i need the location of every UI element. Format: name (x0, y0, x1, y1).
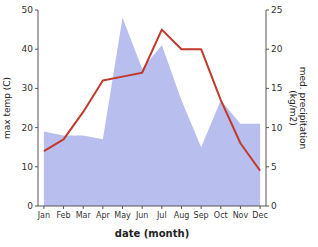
x-tick-label: Nov (233, 211, 249, 220)
y2-tick-label: 25 (271, 5, 282, 15)
y-tick-label: 30 (22, 83, 34, 93)
y-tick (35, 166, 38, 167)
x-tick (181, 206, 182, 209)
y-tick-label: 50 (22, 5, 34, 15)
y-tick (35, 88, 38, 89)
x-tick (161, 206, 162, 209)
temperature-line (44, 30, 260, 171)
x-tick-label: Jun (135, 211, 149, 220)
plot-area (44, 18, 260, 206)
x-tick (83, 206, 84, 209)
y2-tick (266, 127, 269, 128)
x-tick (102, 206, 103, 209)
x-tick (142, 206, 143, 209)
y2-tick (266, 166, 269, 167)
y2-tick-label: 15 (271, 83, 282, 93)
x-tick (63, 206, 64, 209)
x-tick (260, 206, 261, 209)
x-tick-label: Jul (156, 211, 167, 220)
y-tick (35, 127, 38, 128)
y-tick (35, 206, 38, 207)
x-tick-label: May (114, 211, 131, 220)
y-tick-label: 10 (22, 162, 34, 172)
y2-axis-line (266, 10, 267, 206)
y2-tick (266, 206, 269, 207)
x-tick-label: Feb (56, 211, 70, 220)
x-axis-line (38, 206, 266, 207)
y-tick (35, 10, 38, 11)
x-tick-label: Dec (252, 211, 267, 220)
y-tick (35, 49, 38, 50)
x-tick-label: Mar (76, 211, 92, 220)
y2-tick-label: 5 (271, 162, 277, 172)
x-tick (122, 206, 123, 209)
x-tick (43, 206, 44, 209)
y2-tick-label: 10 (271, 123, 283, 133)
y2-tick (266, 49, 269, 50)
y2-tick (266, 88, 269, 89)
x-axis-label: date (month) (115, 228, 189, 239)
precipitation-area (44, 18, 260, 206)
x-tick (240, 206, 241, 209)
x-tick (201, 206, 202, 209)
y2-tick-label: 0 (271, 201, 277, 211)
y2-axis-label: med. precipitation(kg/m2) (288, 67, 308, 149)
y-tick-label: 40 (22, 44, 34, 54)
x-tick-label: Aug (174, 211, 190, 220)
x-tick-label: Apr (96, 211, 111, 220)
x-tick (220, 206, 221, 209)
y2-tick (266, 10, 269, 11)
y-axis-line (38, 10, 39, 206)
x-tick-label: Jan (37, 211, 50, 220)
y2-axis-label-line: med. precipitation (298, 67, 308, 149)
y-axis-label: max temp (C) (2, 77, 12, 139)
y-tick-label: 0 (27, 201, 33, 211)
y2-tick-label: 20 (271, 44, 283, 54)
y-tick-label: 20 (22, 123, 34, 133)
y2-axis-label-line: (kg/m2) (288, 90, 298, 125)
x-tick-label: Sep (194, 211, 209, 220)
x-tick-label: Oct (214, 211, 228, 220)
chart: 0 10 20 30 40 50 0 5 10 15 20 25 Jan Feb Mar AprMay Jun J… (0, 0, 318, 247)
